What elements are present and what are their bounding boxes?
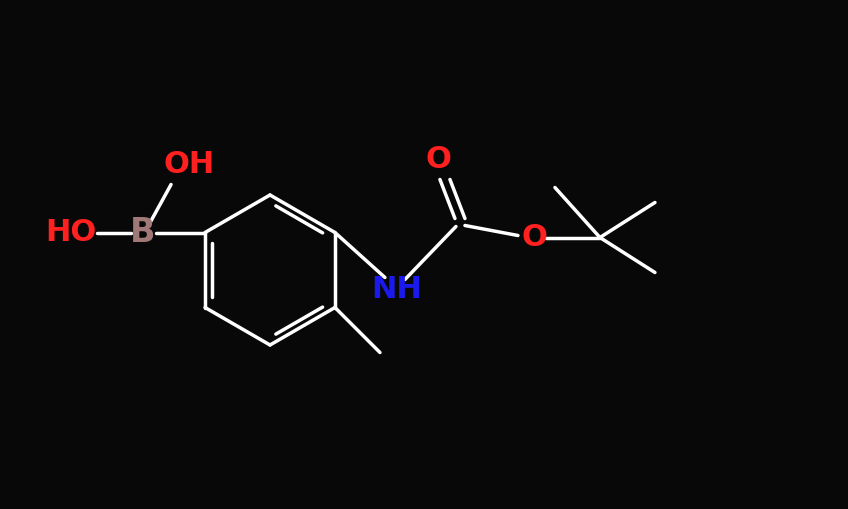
Text: O: O — [521, 223, 547, 252]
Text: OH: OH — [164, 150, 215, 179]
Text: B: B — [131, 216, 156, 249]
Text: NH: NH — [371, 275, 422, 304]
Text: O: O — [425, 145, 451, 174]
Text: HO: HO — [46, 218, 97, 247]
